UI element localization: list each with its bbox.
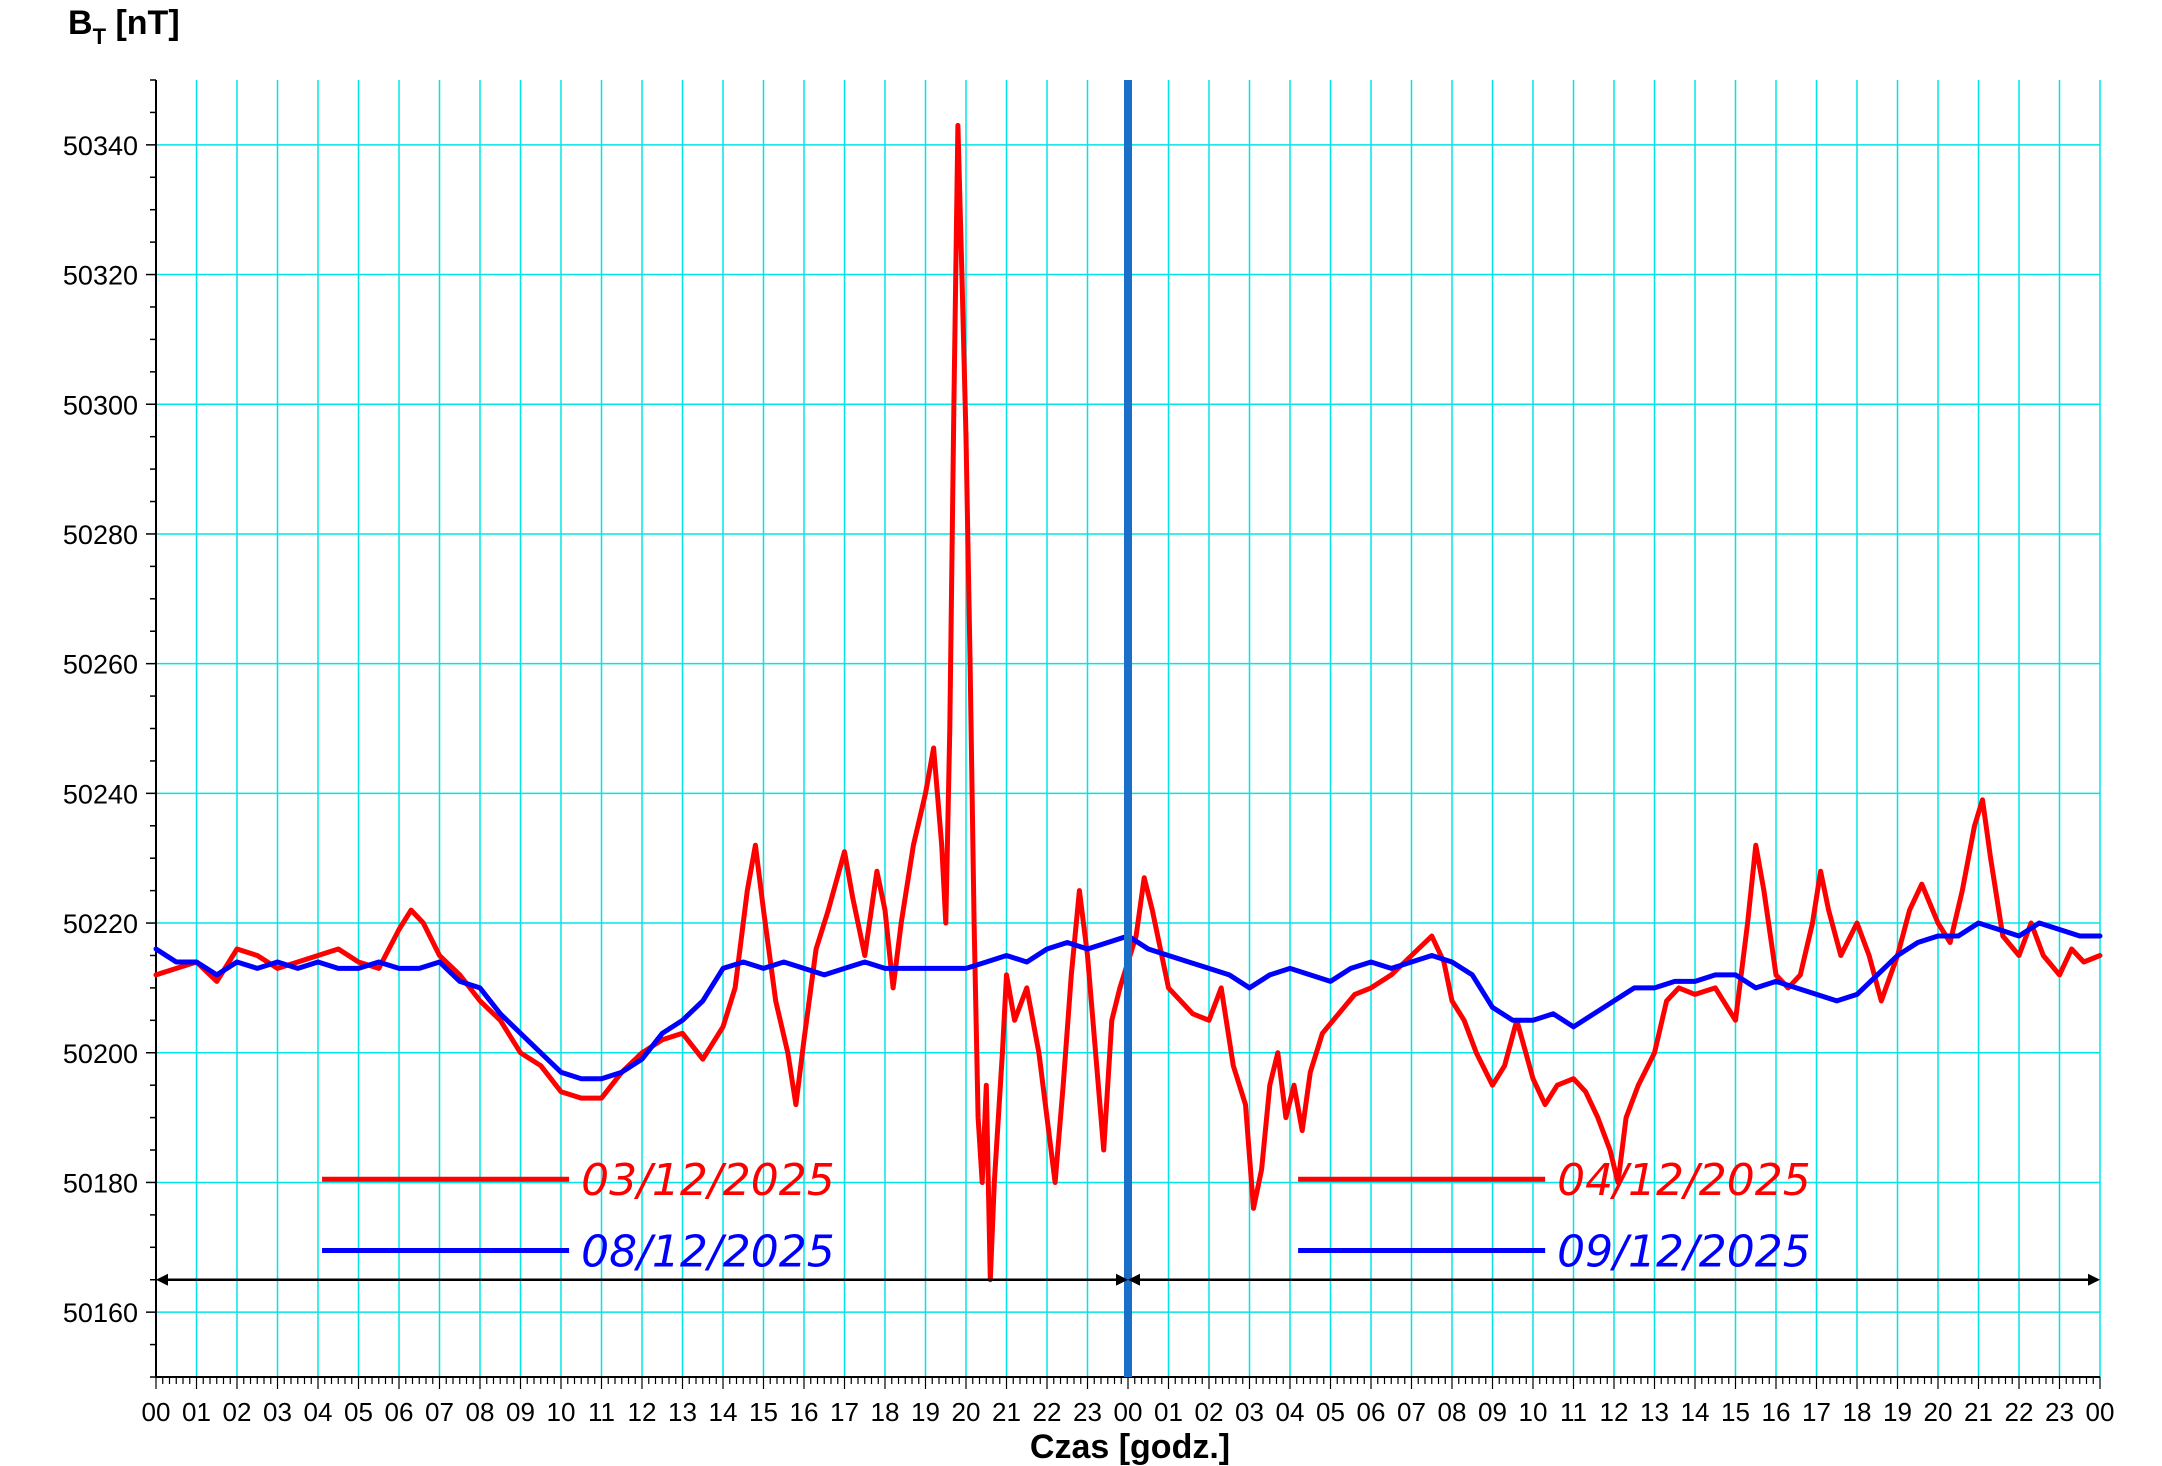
x-tick-label: 21	[1964, 1397, 1993, 1427]
x-tick-label: 05	[1316, 1397, 1345, 1427]
y-axis-label-unit: [nT]	[106, 4, 180, 42]
y-tick-label: 50200	[63, 1039, 138, 1069]
x-tick-label: 08	[1438, 1397, 1467, 1427]
x-tick-label: 19	[911, 1397, 940, 1427]
y-tick-label: 50240	[63, 779, 138, 809]
x-tick-label: 00	[2086, 1397, 2115, 1427]
x-tick-label: 17	[1802, 1397, 1831, 1427]
x-tick-label: 01	[182, 1397, 211, 1427]
x-tick-label: 17	[830, 1397, 859, 1427]
y-axis-label: BT [nT]	[68, 4, 180, 49]
x-tick-label: 15	[1721, 1397, 1750, 1427]
legend-label: 03/12/2025	[581, 1155, 835, 1206]
x-tick-label: 01	[1154, 1397, 1183, 1427]
x-tick-label: 21	[992, 1397, 1021, 1427]
x-tick-label: 12	[1600, 1397, 1629, 1427]
legend-label: 09/12/2025	[1557, 1227, 1811, 1278]
overlay	[156, 80, 2100, 1377]
y-tick-label: 50260	[63, 650, 138, 680]
x-tick-label: 05	[344, 1397, 373, 1427]
y-tick-label: 50160	[63, 1298, 138, 1328]
x-tick-label: 02	[223, 1397, 252, 1427]
y-tick-label: 50180	[63, 1168, 138, 1198]
x-tick-label: 11	[588, 1397, 615, 1427]
legend-label: 08/12/2025	[581, 1227, 835, 1278]
x-tick-label: 08	[466, 1397, 495, 1427]
x-tick-label: 02	[1195, 1397, 1224, 1427]
x-tick-label: 04	[304, 1397, 333, 1427]
x-tick-label: 03	[1235, 1397, 1264, 1427]
x-tick-label: 20	[1924, 1397, 1953, 1427]
x-tick-label: 03	[263, 1397, 292, 1427]
x-tick-label: 11	[1560, 1397, 1587, 1427]
x-tick-label: 12	[628, 1397, 657, 1427]
x-axis-label: Czas [godz.]	[1030, 1428, 1230, 1466]
y-axis-label-main: B	[68, 4, 93, 42]
x-tick-label: 15	[749, 1397, 778, 1427]
x-tick-label: 10	[1519, 1397, 1548, 1427]
y-tick-label: 50280	[63, 520, 138, 550]
x-tick-label: 18	[1843, 1397, 1872, 1427]
legend: 03/12/2025 08/12/2025 04/12/2025 09/12/2025	[322, 1155, 1811, 1278]
x-tick-label: 06	[1357, 1397, 1386, 1427]
x-tick-label: 07	[1397, 1397, 1426, 1427]
x-tick-label: 23	[1073, 1397, 1102, 1427]
axes: 50160 50180 50200 50220 50240 50260 50280 50300…	[63, 79, 2115, 1427]
x-tick-label: 13	[1640, 1397, 1669, 1427]
legend-label: 04/12/2025	[1557, 1155, 1811, 1206]
x-tick-label: 22	[2005, 1397, 2034, 1427]
x-tick-label: 14	[709, 1397, 738, 1427]
y-tick-label: 50320	[63, 261, 138, 291]
x-tick-label: 16	[1762, 1397, 1791, 1427]
x-tick-label: 22	[1033, 1397, 1062, 1427]
x-tick-label: 09	[506, 1397, 535, 1427]
x-tick-label: 09	[1478, 1397, 1507, 1427]
y-tick-label: 50300	[63, 390, 138, 420]
x-tick-label: 00	[142, 1397, 171, 1427]
x-tick-label: 20	[952, 1397, 981, 1427]
y-tick-label: 50340	[63, 131, 138, 161]
x-tick-label: 23	[2045, 1397, 2074, 1427]
x-tick-label: 00	[1114, 1397, 1143, 1427]
x-tick-label: 16	[790, 1397, 819, 1427]
x-tick-label: 07	[425, 1397, 454, 1427]
x-tick-label: 04	[1276, 1397, 1305, 1427]
y-tick-label: 50220	[63, 909, 138, 939]
x-tick-label: 18	[871, 1397, 900, 1427]
x-tick-label: 10	[547, 1397, 576, 1427]
x-tick-label: 13	[668, 1397, 697, 1427]
y-axis-label-subscript: T	[93, 24, 107, 49]
x-tick-label: 19	[1883, 1397, 1912, 1427]
x-tick-label: 14	[1681, 1397, 1710, 1427]
x-tick-label: 06	[385, 1397, 414, 1427]
